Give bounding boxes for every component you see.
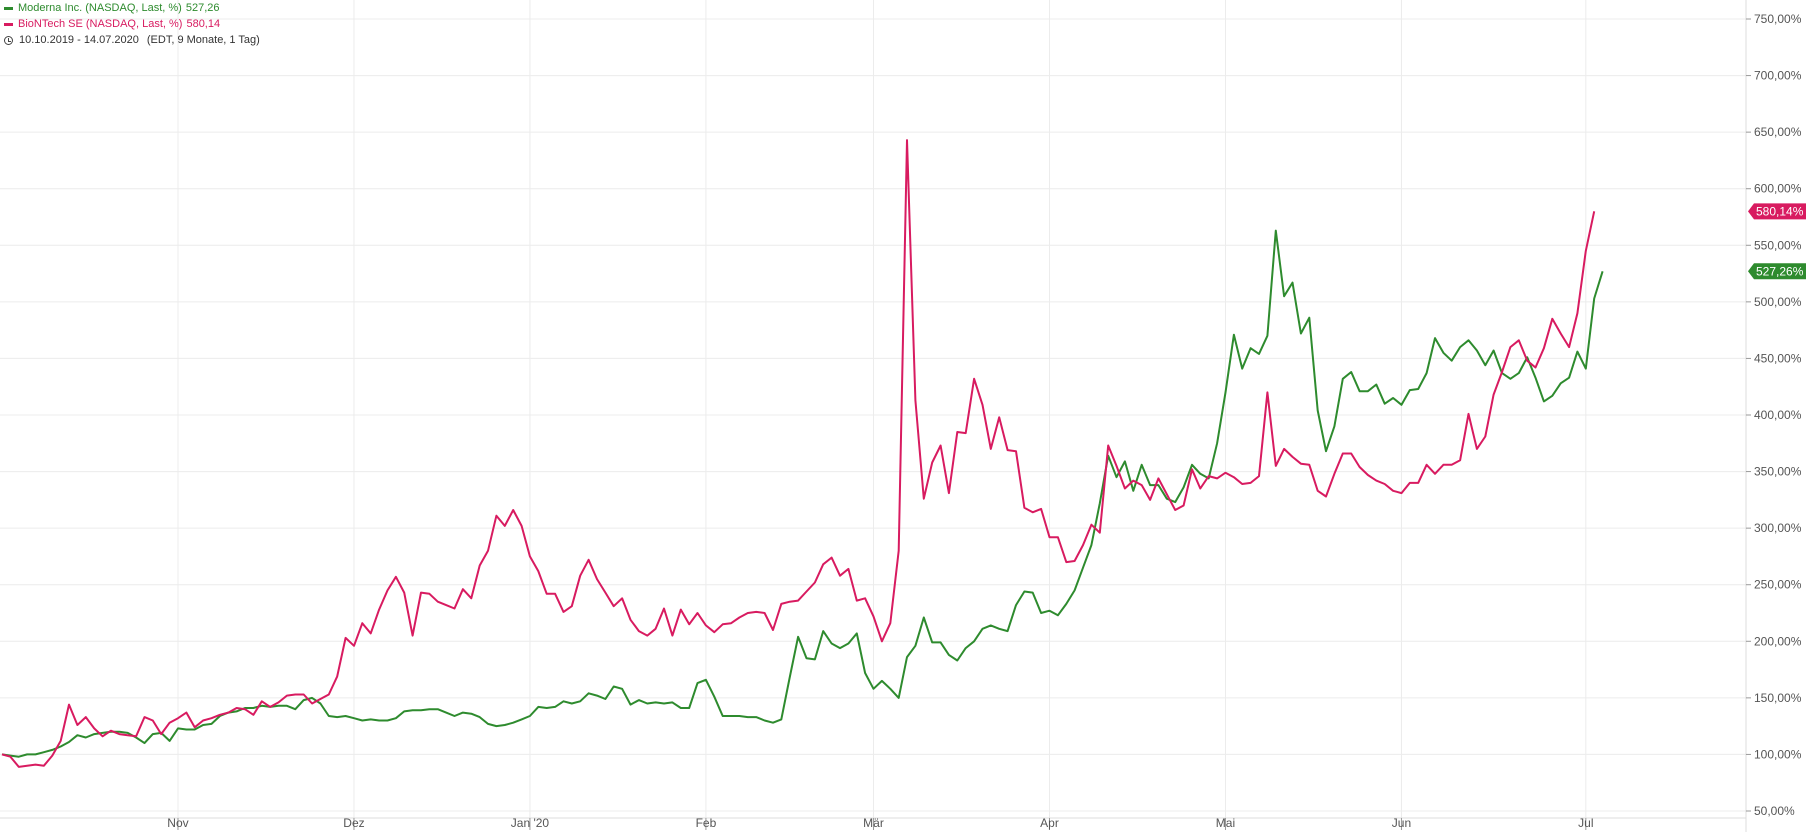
clock-icon — [4, 35, 13, 45]
time-range-dates: 10.10.2019 - 14.07.2020 — [19, 34, 139, 46]
legend-label-biontech: BioNTech SE (NASDAQ, Last, %) — [18, 18, 183, 30]
y-tick-label: 400,00% — [1754, 408, 1802, 422]
legend-label-moderna: Moderna Inc. (NASDAQ, Last, %) — [18, 2, 182, 14]
x-axis-ticks: Nov Dez Jan '20 Feb Mär Apr Mai Jun Jul — [167, 816, 1593, 830]
x-tick-label: Jul — [1578, 816, 1593, 830]
series-line-moderna — [1, 229, 1604, 758]
badge-moderna-shape — [1748, 263, 1806, 280]
last-value-badges: 580,14% 527,26% — [1748, 203, 1806, 280]
legend-value-moderna: 527,26 — [185, 2, 220, 14]
y-axis-ticks: 50,00% 100,00% 150,00% 200,00% 250,00% 300,00… — [1746, 12, 1802, 818]
y-tick-label: 450,00% — [1754, 351, 1802, 365]
time-range[interactable]: 10.10.2019 - 14.07.2020 (EDT, 9 Monate, … — [4, 32, 260, 48]
legend-value-biontech: 580,14 — [186, 18, 221, 30]
y-tick-label: 300,00% — [1754, 521, 1802, 535]
y-tick-label: 100,00% — [1754, 747, 1802, 761]
y-tick-label: 350,00% — [1754, 465, 1802, 479]
time-range-detail: (EDT, 9 Monate, 1 Tag) — [146, 34, 260, 46]
y-tick-label: 500,00% — [1754, 295, 1802, 309]
y-tick-label: 250,00% — [1754, 578, 1802, 592]
y-tick-label: 750,00% — [1754, 12, 1802, 26]
badge-biontech-shape — [1748, 203, 1806, 220]
y-tick-label: 550,00% — [1754, 238, 1802, 252]
y-tick-label: 600,00% — [1754, 182, 1802, 196]
x-tick-label: Jun — [1392, 816, 1411, 830]
legend-item-biontech[interactable]: BioNTech SE (NASDAQ, Last, %) 580,14 — [4, 16, 260, 32]
legend-swatch-moderna — [4, 6, 13, 10]
grid-lines — [0, 0, 1746, 818]
chart-legend: Moderna Inc. (NASDAQ, Last, %) 527,26 Bi… — [4, 0, 260, 48]
x-tick-label: Feb — [696, 816, 717, 830]
x-tick-label: Dez — [343, 816, 364, 830]
y-tick-label: 150,00% — [1754, 691, 1802, 705]
x-tick-label: Nov — [167, 816, 188, 830]
y-tick-label: 200,00% — [1754, 634, 1802, 648]
badge-biontech: 580,14% — [1748, 203, 1806, 220]
x-tick-label: Jan '20 — [511, 816, 550, 830]
y-tick-label: 650,00% — [1754, 125, 1802, 139]
series-line-biontech — [1, 139, 1596, 768]
legend-item-moderna[interactable]: Moderna Inc. (NASDAQ, Last, %) 527,26 — [4, 0, 260, 16]
y-tick-label: 50,00% — [1754, 804, 1795, 818]
series-lines — [1, 139, 1604, 768]
x-tick-label: Mai — [1216, 816, 1235, 830]
badge-biontech-label: 580,14% — [1756, 204, 1804, 218]
x-tick-label: Mär — [863, 816, 884, 830]
x-tick-label: Apr — [1040, 816, 1059, 830]
badge-moderna: 527,26% — [1748, 263, 1806, 280]
y-tick-label: 700,00% — [1754, 69, 1802, 83]
legend-swatch-biontech — [4, 22, 13, 26]
badge-moderna-label: 527,26% — [1756, 264, 1804, 278]
